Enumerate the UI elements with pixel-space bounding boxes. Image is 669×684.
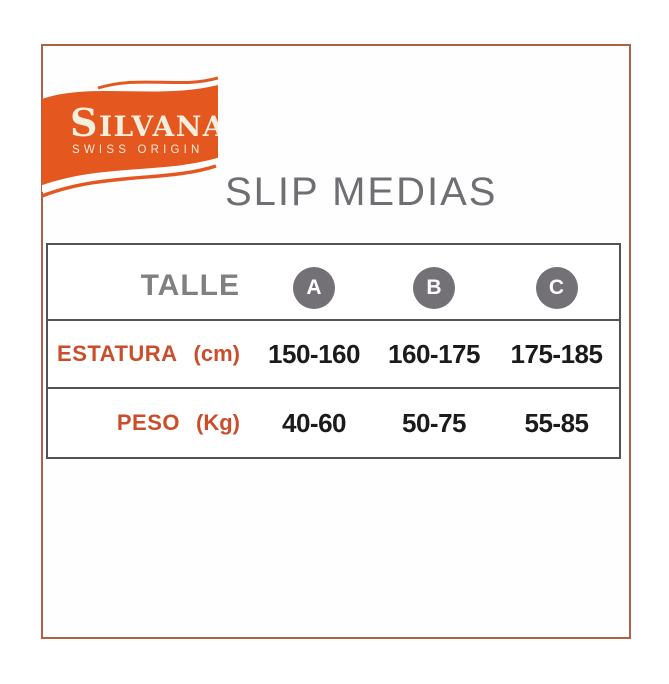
table-cell: 160-175 — [374, 319, 494, 387]
frame-border: SILVANA SWISS ORIGIN SLIP MEDIAS TALLE A… — [41, 44, 631, 639]
ribbon-banner — [42, 85, 218, 187]
row-unit-estatura: (cm) — [193, 341, 240, 366]
estatura-value-a: 150-160 — [268, 338, 360, 369]
size-column-b: B — [374, 245, 494, 319]
peso-value-b: 50-75 — [402, 407, 467, 438]
table-cell: 50-75 — [374, 387, 494, 457]
size-badge-b: B — [413, 267, 455, 309]
ribbon-top-swoosh — [97, 76, 218, 90]
estatura-value-c: 175-185 — [510, 338, 603, 369]
size-column-a: A — [254, 245, 374, 319]
row-unit-peso: (Kg) — [196, 410, 240, 435]
peso-value-a: 40-60 — [282, 407, 347, 438]
row-label-estatura: ESTATURA — [57, 341, 178, 366]
peso-value-c: 55-85 — [524, 407, 590, 438]
size-chart-table: TALLE A B C ESTATURA (cm) 150-160 160-17… — [46, 243, 621, 459]
table-cell: 175-185 — [494, 319, 619, 387]
brand-logo: SILVANA SWISS ORIGIN — [42, 76, 218, 198]
row-label-cell-peso: PESO (Kg) — [48, 387, 254, 457]
size-badge-a: A — [293, 267, 335, 309]
row-label-cell-estatura: ESTATURA (cm) — [48, 319, 254, 387]
size-column-c: C — [494, 245, 619, 319]
size-header-cell: TALLE — [48, 245, 254, 319]
size-header-label: TALLE — [140, 269, 240, 302]
ribbon-white-swoosh — [42, 157, 218, 193]
brand-name-rest: ILVANA — [99, 110, 218, 143]
brand-tagline: SWISS ORIGIN — [72, 144, 204, 156]
brand-name: SILVANA — [70, 100, 218, 145]
table-cell: 40-60 — [254, 387, 374, 457]
table-cell: 150-160 — [254, 319, 374, 387]
table-cell: 55-85 — [494, 387, 619, 457]
row-label-peso: PESO — [116, 410, 181, 435]
size-badge-c: C — [535, 267, 578, 309]
estatura-value-b: 160-175 — [388, 338, 480, 369]
brand-name-initial: S — [70, 100, 99, 145]
ribbon-bottom-sliver — [42, 164, 217, 198]
page-title: SLIP MEDIAS — [225, 170, 498, 214]
